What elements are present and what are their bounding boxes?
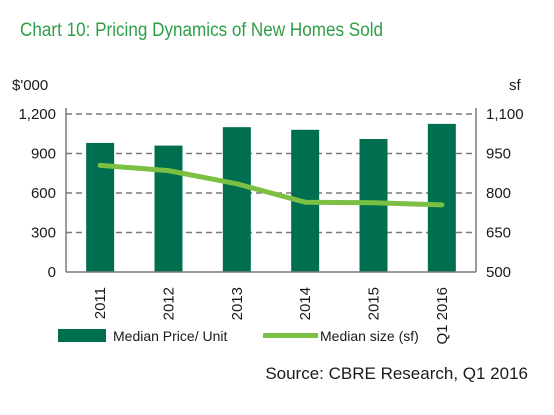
x-tick-label: 2011 — [92, 287, 109, 319]
source-note: Source: CBRE Research, Q1 2016 — [265, 364, 528, 383]
left-tick-label: 1,200 — [18, 106, 56, 123]
chart-title: Chart 10: Pricing Dynamics of New Homes … — [20, 20, 384, 41]
x-tick-label: 2013 — [229, 287, 246, 320]
price-bars — [86, 123, 456, 273]
legend-label-size: Median size (sf) — [320, 328, 419, 344]
x-axis-ticks: 2011 2012 2013 2014 2015 Q1 2016 — [92, 287, 451, 345]
x-tick-label: 2012 — [161, 287, 178, 320]
price-bar-2013 — [222, 127, 251, 273]
legend-swatch-price — [58, 329, 106, 342]
size-line — [97, 162, 445, 208]
legend: Median Price/ Unit Median size (sf) — [58, 328, 419, 344]
right-axis-ticks: 500 650 800 950 1,100 — [486, 106, 524, 281]
gridlines — [66, 113, 476, 234]
right-tick-label: 800 — [486, 185, 511, 202]
x-tick-label: Q1 2016 — [434, 287, 451, 345]
legend-label-price: Median Price/ Unit — [113, 328, 227, 344]
price-bar-2011 — [86, 142, 115, 272]
right-tick-label: 500 — [486, 264, 511, 281]
right-tick-label: 1,100 — [486, 106, 524, 123]
left-tick-label: 900 — [31, 146, 56, 163]
right-axis-unit-label: sf — [509, 77, 522, 94]
price-bar-q1-2016 — [427, 123, 456, 272]
left-tick-label: 0 — [48, 264, 56, 281]
left-axis-ticks: 0 300 600 900 1,200 — [18, 106, 56, 281]
right-tick-label: 650 — [486, 225, 511, 242]
axes — [65, 108, 477, 273]
left-axis-unit-label: $'000 — [12, 77, 48, 94]
left-tick-label: 600 — [31, 185, 56, 202]
left-tick-label: 300 — [31, 225, 56, 242]
right-tick-label: 950 — [486, 146, 511, 163]
price-bar-2012 — [154, 145, 183, 272]
size-line-series — [97, 162, 445, 208]
x-tick-label: 2014 — [297, 287, 314, 320]
x-tick-label: 2015 — [366, 287, 383, 320]
